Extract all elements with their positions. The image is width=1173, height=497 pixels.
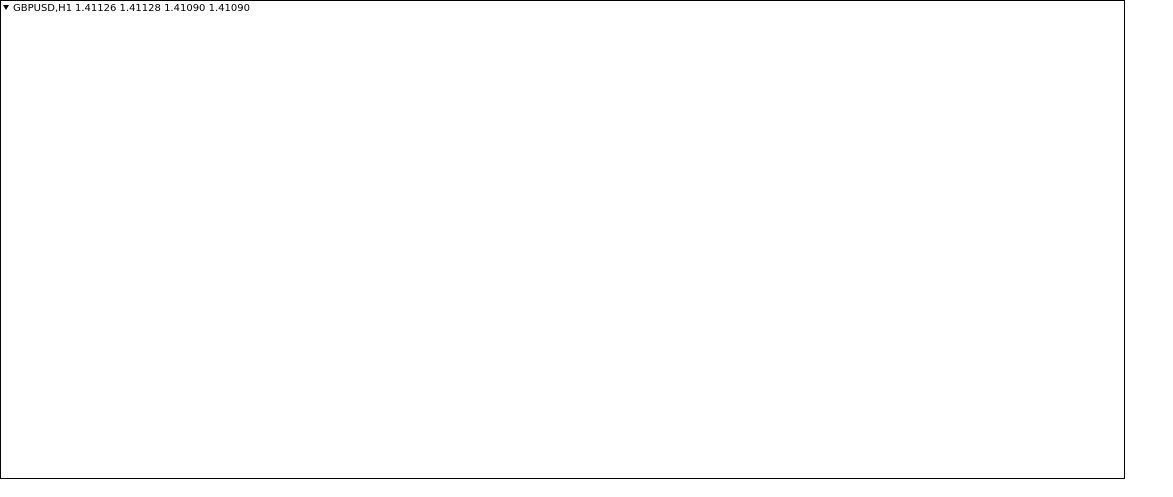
chart-title: GBPUSD,H1	[13, 3, 72, 14]
dropdown-arrow[interactable]	[3, 5, 9, 10]
plot-frame	[0, 0, 1125, 479]
quote: 1.41126 1.41128 1.41090 1.41090	[75, 3, 250, 14]
